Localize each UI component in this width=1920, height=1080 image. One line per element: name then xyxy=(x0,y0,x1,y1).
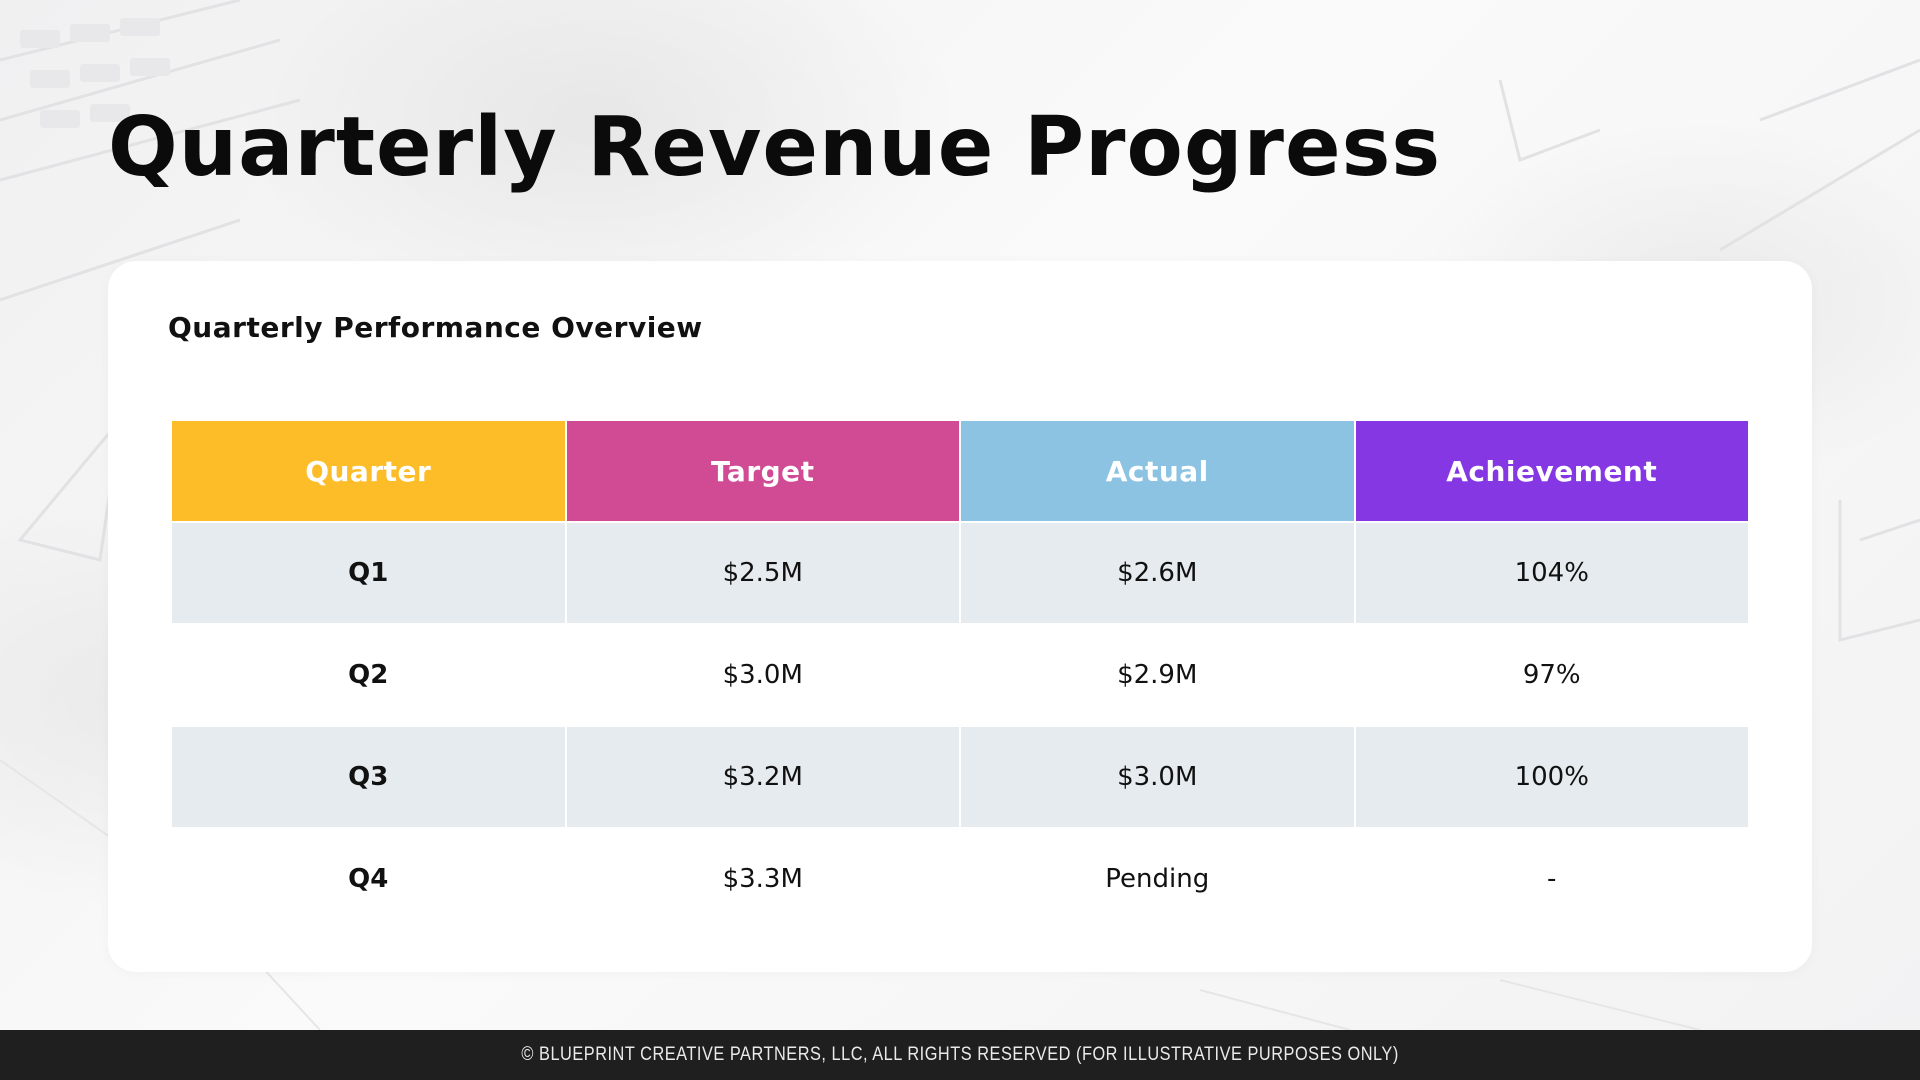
footer-bar: © BLUEPRINT CREATIVE PARTNERS, LLC, ALL … xyxy=(0,1030,1920,1080)
header-target: Target xyxy=(566,421,959,523)
cell-quarter: Q4 xyxy=(172,829,565,931)
cell-target: $2.5M xyxy=(566,523,959,625)
performance-table: Quarter Target Actual Achievement Q1 $2.… xyxy=(170,421,1750,931)
cell-quarter: Q3 xyxy=(172,727,565,829)
cell-achievement: 104% xyxy=(1355,523,1748,625)
header-achievement: Achievement xyxy=(1355,421,1748,523)
cell-actual: $3.0M xyxy=(961,727,1354,829)
cell-actual: $2.9M xyxy=(961,625,1354,727)
footer-copyright: © BLUEPRINT CREATIVE PARTNERS, LLC, ALL … xyxy=(521,1044,1399,1065)
cell-achievement: 100% xyxy=(1355,727,1748,829)
table-row: Q2 $3.0M $2.9M 97% xyxy=(172,625,1748,727)
cell-achievement: - xyxy=(1355,829,1748,931)
table-row: Q1 $2.5M $2.6M 104% xyxy=(172,523,1748,625)
cell-target: $3.2M xyxy=(566,727,959,829)
cell-target: $3.0M xyxy=(566,625,959,727)
cell-quarter: Q2 xyxy=(172,625,565,727)
performance-card: Quarterly Performance Overview Quarter T… xyxy=(108,261,1812,972)
cell-target: $3.3M xyxy=(566,829,959,931)
cell-quarter: Q1 xyxy=(172,523,565,625)
card-title: Quarterly Performance Overview xyxy=(168,311,703,344)
table-header-row: Quarter Target Actual Achievement xyxy=(172,421,1748,523)
table-row: Q4 $3.3M Pending - xyxy=(172,829,1748,931)
header-actual: Actual xyxy=(961,421,1354,523)
cell-actual: $2.6M xyxy=(961,523,1354,625)
cell-actual: Pending xyxy=(961,829,1354,931)
table-row: Q3 $3.2M $3.0M 100% xyxy=(172,727,1748,829)
page-title: Quarterly Revenue Progress xyxy=(108,100,1442,195)
header-quarter: Quarter xyxy=(172,421,565,523)
cell-achievement: 97% xyxy=(1355,625,1748,727)
